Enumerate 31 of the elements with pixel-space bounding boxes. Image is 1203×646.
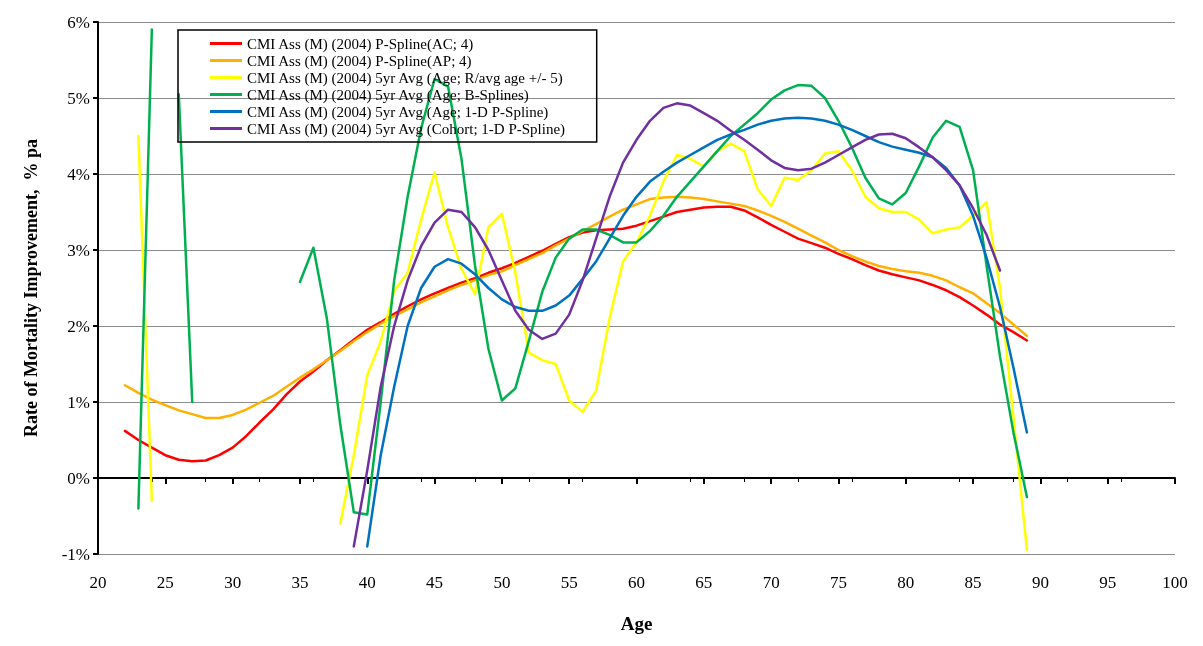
x-tick-label: 45 — [426, 573, 444, 592]
legend-label: CMI Ass (M) (2004) 5yr Avg (Age; R/avg age +/- 5) — [247, 69, 563, 87]
legend-label: CMI Ass (M) (2004) P-Spline(AP; 4) — [247, 52, 472, 70]
y-axis-title: Rate of Mortality Improvement, % pa — [21, 138, 41, 438]
x-tick-label: 35 — [291, 573, 309, 592]
x-axis-title: Age — [620, 613, 653, 634]
x-tick-label: 95 — [1099, 573, 1117, 592]
y-tick-label: 4% — [67, 164, 90, 184]
x-tick-label: 60 — [628, 573, 645, 592]
legend-label: CMI Ass (M) (2004) P-Spline(AC; 4) — [247, 35, 474, 53]
y-tick-label: 3% — [67, 240, 90, 260]
y-tick-label: 1% — [67, 392, 90, 412]
x-tick-label: 85 — [964, 573, 982, 592]
x-tick-label: 90 — [1031, 573, 1049, 592]
x-tick-label: 50 — [493, 573, 511, 592]
line-series — [123, 195, 1029, 420]
x-tick-label: 75 — [829, 573, 847, 592]
y-tick-label: 5% — [67, 88, 90, 108]
x-tick-label: 100 — [1162, 573, 1188, 592]
x-tick-label: 20 — [89, 573, 107, 592]
x-tick-label: 55 — [560, 573, 578, 592]
x-tick-label: 65 — [695, 573, 713, 592]
y-tick-label: 0% — [67, 468, 90, 488]
y-tick-label: 6% — [67, 12, 90, 32]
y-tick-label: -1% — [61, 544, 90, 564]
x-tick-label: 70 — [762, 573, 780, 592]
x-tick-label: 80 — [897, 573, 915, 592]
x-tick-label: 40 — [358, 573, 376, 592]
y-tick-label: 2% — [67, 316, 90, 336]
x-tick-label: 25 — [156, 573, 174, 592]
x-tick-label: 30 — [224, 573, 242, 592]
